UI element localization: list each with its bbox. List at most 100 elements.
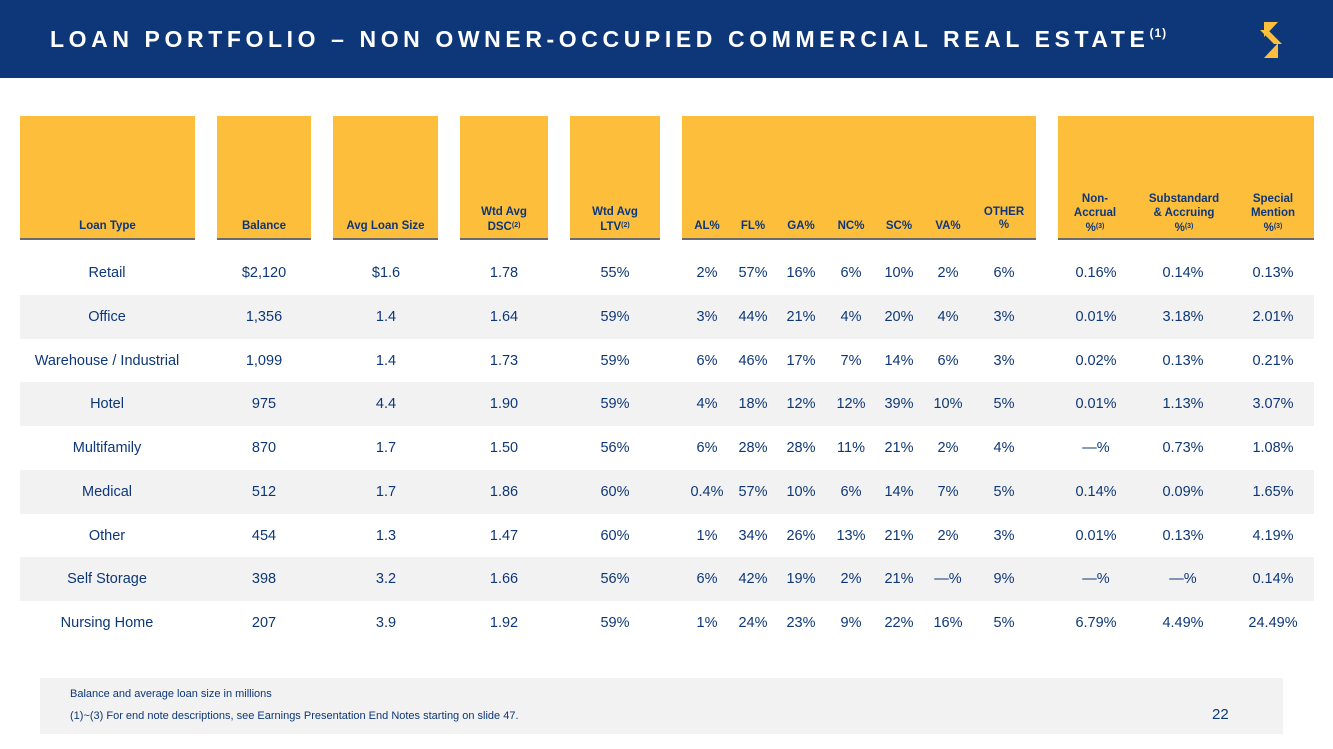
- cell-balance: 1,356: [245, 308, 283, 325]
- header-other-pct: OTHER %: [979, 206, 1029, 232]
- cell-wtd-avg-ltv: 56%: [600, 440, 630, 456]
- cell-non-accrual-pct: 6.79%: [1075, 615, 1117, 631]
- header-substandard-line3: %: [1174, 222, 1185, 234]
- cell-substandard-pct: —%: [1169, 571, 1197, 588]
- cell-sc-pct: 22%: [884, 615, 914, 631]
- header-substandard-line2: & Accruing: [1153, 207, 1215, 219]
- cell-wtd-avg-ltv: 59%: [600, 615, 630, 631]
- header-balance: Balance: [241, 220, 287, 232]
- cell-nc-pct: 12%: [836, 396, 866, 413]
- page-title-text: LOAN PORTFOLIO – NON OWNER-OCCUPIED COMM…: [50, 26, 1150, 52]
- cell-wtd-avg-ltv: 59%: [600, 396, 630, 413]
- cell-substandard-pct: 0.13%: [1162, 352, 1204, 369]
- cell-va-pct: 2%: [937, 527, 959, 544]
- cell-ga-pct: 26%: [786, 527, 816, 544]
- header-loan-type: Loan Type: [79, 220, 136, 232]
- header-block-credit-quality: [1058, 116, 1314, 240]
- header-sc: SC%: [885, 220, 913, 232]
- header-ltv-line2: LTV: [600, 221, 622, 233]
- header-special-footnote: (3): [1273, 223, 1283, 230]
- cell-al-pct: 4%: [696, 396, 718, 413]
- brand-logo-icon: [1260, 22, 1282, 58]
- cell-avg-loan-size: 3.9: [375, 615, 397, 631]
- header-dsc-line2: DSC: [487, 221, 512, 233]
- cell-al-pct: 6%: [696, 571, 718, 588]
- cell-wtd-avg-ltv: 56%: [600, 571, 630, 588]
- cell-ga-pct: 21%: [786, 308, 816, 325]
- header-ltv-footnote: (2): [621, 222, 630, 229]
- cell-loan-type: Self Storage: [67, 571, 147, 588]
- header-al: AL%: [694, 220, 720, 232]
- header-substandard-accruing: Substandard & Accruing %(3): [1142, 192, 1226, 235]
- cell-non-accrual-pct: 0.01%: [1075, 527, 1117, 544]
- cell-ga-pct: 23%: [786, 615, 816, 631]
- cell-loan-type: Retail: [88, 265, 126, 281]
- cell-substandard-pct: 0.73%: [1162, 440, 1204, 456]
- cell-wtd-avg-ltv: 55%: [600, 265, 630, 281]
- cell-non-accrual-pct: 0.01%: [1075, 396, 1117, 413]
- cell-avg-loan-size: 1.3: [375, 527, 397, 544]
- header-nc: NC%: [837, 220, 865, 232]
- cell-loan-type: Warehouse / Industrial: [34, 352, 180, 369]
- cell-other-pct: 5%: [993, 615, 1015, 631]
- cell-sc-pct: 21%: [884, 571, 914, 588]
- cell-avg-loan-size: 3.2: [375, 571, 397, 588]
- cell-va-pct: —%: [934, 571, 962, 588]
- cell-other-pct: 5%: [993, 483, 1015, 500]
- cell-non-accrual-pct: 0.14%: [1075, 483, 1117, 500]
- cell-substandard-pct: 4.49%: [1162, 615, 1204, 631]
- cell-fl-pct: 57%: [738, 483, 768, 500]
- cell-al-pct: 0.4%: [690, 483, 724, 500]
- cell-special-mention-pct: 24.49%: [1248, 615, 1298, 631]
- cell-fl-pct: 42%: [738, 571, 768, 588]
- header-nonaccrual-line3: %: [1085, 222, 1096, 234]
- cell-wtd-avg-dsc: 1.47: [489, 527, 519, 544]
- header-other-line2: %: [998, 219, 1010, 231]
- cell-special-mention-pct: 3.07%: [1252, 396, 1294, 413]
- cell-avg-loan-size: 1.7: [375, 483, 397, 500]
- header-block-balance: [217, 116, 311, 240]
- cell-wtd-avg-dsc: 1.73: [489, 352, 519, 369]
- cell-balance: 454: [251, 527, 277, 544]
- cell-wtd-avg-dsc: 1.86: [489, 483, 519, 500]
- cell-va-pct: 10%: [933, 396, 963, 413]
- cell-non-accrual-pct: 0.02%: [1075, 352, 1117, 369]
- cell-fl-pct: 18%: [738, 396, 768, 413]
- header-wtd-avg-ltv: Wtd Avg LTV(2): [570, 206, 660, 234]
- cell-al-pct: 6%: [696, 352, 718, 369]
- cell-other-pct: 6%: [993, 265, 1015, 281]
- cell-other-pct: 3%: [993, 527, 1015, 544]
- header-dsc-line1: Wtd Avg: [481, 206, 527, 218]
- header-non-accrual: Non- Accrual %(3): [1060, 192, 1130, 235]
- cell-ga-pct: 16%: [786, 265, 816, 281]
- cell-balance: 207: [251, 615, 277, 631]
- cell-nc-pct: 9%: [840, 615, 862, 631]
- cell-loan-type: Multifamily: [72, 440, 142, 456]
- cell-special-mention-pct: 0.21%: [1252, 352, 1294, 369]
- table-row-stripe: [20, 382, 1314, 427]
- cell-non-accrual-pct: 0.01%: [1075, 308, 1117, 325]
- header-block-avg-loan-size: [333, 116, 438, 240]
- cell-special-mention-pct: 0.14%: [1252, 571, 1294, 588]
- cell-special-mention-pct: 0.13%: [1252, 265, 1294, 281]
- cell-fl-pct: 57%: [738, 265, 768, 281]
- cell-nc-pct: 6%: [840, 265, 862, 281]
- cell-va-pct: 4%: [937, 308, 959, 325]
- cell-sc-pct: 21%: [884, 440, 914, 456]
- cell-nc-pct: 7%: [840, 352, 862, 369]
- cell-wtd-avg-dsc: 1.92: [489, 615, 519, 631]
- header-nonaccrual-line2: Accrual: [1073, 207, 1117, 219]
- table-row-stripe: [20, 469, 1314, 514]
- cell-wtd-avg-dsc: 1.66: [489, 571, 519, 588]
- cell-special-mention-pct: 4.19%: [1252, 527, 1294, 544]
- header-nonaccrual-footnote: (3): [1095, 223, 1105, 230]
- cell-fl-pct: 34%: [738, 527, 768, 544]
- cell-substandard-pct: 3.18%: [1162, 308, 1204, 325]
- cell-avg-loan-size: 1.7: [375, 440, 397, 456]
- header-other-line1: OTHER: [983, 206, 1025, 218]
- header-wtd-avg-dsc: Wtd Avg DSC(2): [460, 206, 548, 234]
- header-block-geography: [682, 116, 1036, 240]
- cell-al-pct: 1%: [696, 527, 718, 544]
- cell-va-pct: 2%: [937, 265, 959, 281]
- cell-nc-pct: 2%: [840, 571, 862, 588]
